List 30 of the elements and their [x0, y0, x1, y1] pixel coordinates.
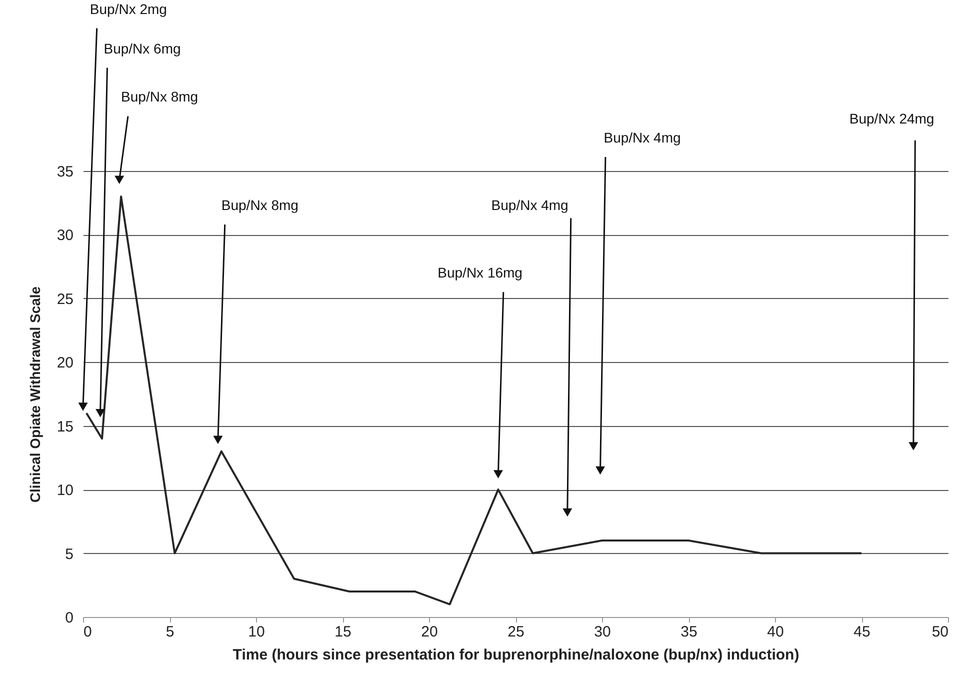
y-tick-label: 15 — [56, 418, 74, 436]
x-tick-label: 30 — [594, 624, 611, 640]
y-tick-label: 30 — [56, 227, 74, 244]
x-tick-label: 20 — [421, 624, 438, 640]
y-tick-label: 25 — [56, 290, 74, 308]
line-series — [85, 195, 862, 606]
annotation: Bup/Nx 16mg — [438, 264, 522, 281]
y-tick-label: 20 — [56, 354, 74, 372]
annotation: Bup/Nx 4mg — [491, 197, 568, 214]
annotation: Bup/Nx 6mg — [104, 40, 181, 56]
x-tick-label: 10 — [248, 624, 265, 640]
annotation: Bup/Nx 24mg — [849, 110, 934, 126]
y-axis-title: Clinical Opiate Withdrawal Scale — [26, 286, 43, 503]
x-tick-label: 5 — [166, 624, 174, 640]
x-tick-label: 45 — [854, 624, 870, 640]
annotation: Bup/Nx 4mg — [604, 130, 681, 146]
annotation: Bup/Nx 8mg — [221, 197, 298, 214]
x-tick-label: 40 — [767, 624, 784, 640]
x-tick-label: 0 — [84, 624, 92, 640]
x-tick-label: 25 — [508, 624, 524, 640]
x-axis-title: Time (hours since presentation for buprenorphine/naloxone (bup/nx) induction) — [232, 646, 800, 664]
x-tick-label: 15 — [334, 624, 352, 640]
y-tick-label: 0 — [65, 610, 74, 626]
y-tick-label: 5 — [65, 546, 74, 563]
y-tick-label: 10 — [56, 482, 74, 500]
annotation: Bup/Nx 2mg — [90, 0, 167, 17]
x-tick-label: 50 — [932, 624, 948, 640]
x-tick-label: 35 — [680, 624, 698, 640]
y-tick-label: 35 — [56, 164, 74, 180]
annotation: Bup/Nx 8mg — [121, 88, 198, 105]
